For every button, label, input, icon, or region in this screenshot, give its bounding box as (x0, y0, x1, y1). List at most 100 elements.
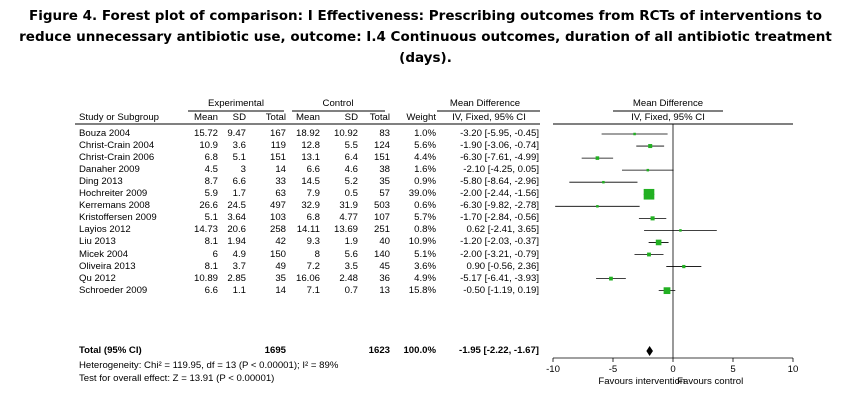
weight: 0.6% (414, 200, 436, 212)
mean-difference-header: Mean Difference (449, 98, 521, 109)
ci: -6.30 [-9.82, -2.78] (460, 200, 539, 212)
c-mean-column-header: Mean (296, 112, 320, 123)
favours-left-label: Favours intervention (598, 376, 685, 387)
title-line-1: Figure 4. Forest plot of comparison: I E… (28, 8, 823, 24)
study-marker (595, 156, 600, 160)
pooled-diamond (646, 346, 653, 356)
c-total: 140 (373, 248, 390, 260)
c-mean: 7.2 (306, 260, 320, 272)
c-mean: 7.1 (306, 284, 320, 296)
c-mean: 16.06 (295, 272, 320, 284)
c-total: 45 (379, 260, 390, 272)
ci: -1.70 [-2.84, -0.56] (460, 212, 539, 224)
e-mean: 5.1 (204, 212, 218, 224)
c-total: 57 (379, 188, 390, 200)
e-sd: 4.9 (232, 248, 246, 260)
weight: 39.0% (408, 188, 436, 200)
x-tick-label: 5 (730, 364, 735, 375)
ci: -2.00 [-3.21, -0.79] (460, 248, 539, 260)
ci: -0.50 [-1.19, 0.19] (463, 284, 539, 296)
e-sd: 24.5 (227, 200, 246, 212)
study-marker (679, 229, 682, 232)
e-total: 151 (269, 152, 286, 164)
study-name: Christ-Crain 2006 (79, 152, 155, 164)
e-sd: 9.47 (227, 128, 246, 139)
study-marker (646, 168, 650, 172)
c-total: 36 (379, 272, 390, 284)
study-name: Qu 2012 (79, 272, 116, 284)
weight: 10.9% (408, 236, 436, 248)
ci: 0.90 [-0.56, 2.36] (466, 260, 539, 272)
c-sd: 6.4 (344, 152, 358, 164)
c-sd: 3.5 (344, 260, 358, 272)
method-column-header: IV, Fixed, 95% CI (452, 112, 526, 123)
e-total: 103 (269, 212, 286, 224)
study-name: Schroeder 2009 (79, 284, 148, 296)
ci: -1.90 [-3.06, -0.74] (460, 140, 539, 152)
e-mean: 6 (212, 248, 218, 260)
e-sd-column-header: SD (232, 112, 246, 123)
e-mean: 14.73 (193, 224, 218, 236)
c-total: 107 (373, 212, 390, 224)
c-sd: 2.48 (339, 272, 358, 284)
e-sd: 2.85 (227, 272, 246, 284)
c-total: 151 (373, 152, 390, 164)
e-sd: 5.1 (232, 152, 246, 164)
c-mean: 8 (314, 248, 320, 260)
c-sd: 1.9 (344, 236, 358, 248)
weight: 5.1% (414, 248, 436, 260)
c-sd: 4.6 (344, 164, 358, 176)
plot-mean-difference-header: Mean Difference (632, 98, 704, 109)
c-mean: 13.1 (301, 152, 320, 164)
c-sd: 10.92 (333, 128, 358, 139)
c-total: 124 (373, 140, 390, 152)
study-column-header: Study or Subgroup (79, 112, 160, 123)
e-mean: 6.8 (204, 152, 218, 164)
c-mean: 6.6 (306, 164, 320, 176)
c-total: 503 (373, 200, 390, 212)
e-total: 63 (275, 188, 286, 200)
e-mean-column-header: Mean (194, 112, 218, 123)
ci: -2.10 [-4.25, 0.05] (463, 164, 539, 176)
study-name: Kerremans 2008 (79, 200, 150, 212)
e-total: 14 (275, 284, 286, 296)
c-total-column-header: Total (369, 112, 390, 123)
ci: -3.20 [-5.95, -0.45] (460, 128, 539, 139)
study-marker (650, 216, 655, 221)
ci: -5.17 [-6.41, -3.93] (460, 272, 539, 284)
c-sd: 5.2 (344, 176, 358, 188)
study-name: Micek 2004 (79, 248, 129, 260)
e-sd: 3 (240, 164, 246, 176)
plot-method-column-header: IV, Fixed, 95% CI (631, 112, 705, 123)
c-mean: 32.9 (301, 200, 320, 212)
e-total: 497 (269, 200, 286, 212)
title-line-3: (days). (399, 50, 452, 66)
c-sd: 4.77 (339, 212, 358, 224)
c-total: 35 (379, 176, 390, 188)
study-marker (609, 276, 613, 281)
e-mean: 8.1 (204, 260, 218, 272)
x-tick-label: 0 (670, 364, 675, 375)
total-ci: -1.95 [-2.22, -1.67] (459, 345, 539, 356)
c-total: 83 (379, 128, 390, 139)
c-mean: 18.92 (295, 128, 320, 139)
c-total: 40 (379, 236, 390, 248)
study-name: Bouza 2004 (79, 128, 131, 139)
study-marker (633, 132, 636, 136)
weight: 4.9% (414, 272, 436, 284)
total-label: Total (95% CI) (79, 345, 142, 356)
e-mean: 8.1 (204, 236, 218, 248)
weight-column-header: Weight (406, 112, 436, 123)
study-marker (602, 180, 605, 184)
e-total: 14 (275, 164, 286, 176)
e-total: 167 (269, 128, 286, 139)
ci: -2.00 [-2.44, -1.56] (460, 188, 539, 200)
study-name: Liu 2013 (79, 236, 116, 248)
c-mean: 9.3 (306, 236, 320, 248)
study-marker (647, 252, 651, 257)
total-e-total: 1695 (264, 345, 286, 356)
e-mean: 10.9 (199, 140, 218, 152)
study-marker (648, 144, 653, 149)
study-marker (663, 287, 671, 295)
